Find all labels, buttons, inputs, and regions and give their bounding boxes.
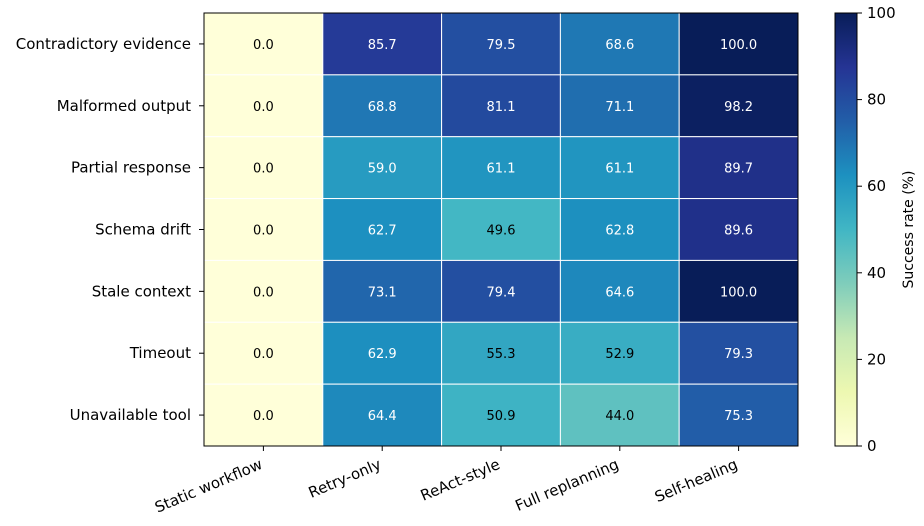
x-axis-ticks: Static workflow Retry-only ReAct-style Full… <box>152 446 740 517</box>
cell-value-label: 79.3 <box>724 347 753 362</box>
heatmap-cell <box>322 12 443 76</box>
cell-value-label: 68.8 <box>368 100 397 115</box>
heatmap-cell <box>203 259 324 323</box>
cell-value-label: 50.9 <box>487 409 516 424</box>
cell-value-label: 64.4 <box>368 409 397 424</box>
heatmap-cell <box>678 198 799 261</box>
cell-value-label: 68.6 <box>605 38 634 53</box>
cell-value-label: 52.9 <box>605 347 634 362</box>
heatmap-cell <box>678 12 799 76</box>
colorbar-tick-label: 100 <box>867 4 896 22</box>
colorbar-tick-label: 20 <box>867 350 886 368</box>
cell-value-label: 0.0 <box>253 285 274 300</box>
cell-value-label: 0.0 <box>253 347 274 362</box>
cell-value-label: 61.1 <box>605 162 634 177</box>
colorbar-tick-label: 40 <box>867 264 886 282</box>
heatmap-cell <box>441 74 561 138</box>
heatmap-cell <box>322 321 443 385</box>
colorbar-tick-label: 80 <box>867 91 886 109</box>
heatmap-cell <box>203 383 324 447</box>
colorbar-tick-label: 60 <box>867 177 886 195</box>
heatmap-cell <box>559 136 680 200</box>
cell-value-label: 79.4 <box>487 285 516 300</box>
cell-value-label: 62.7 <box>368 224 397 239</box>
heatmap-cell <box>322 136 443 200</box>
cell-value-label: 98.2 <box>724 100 753 115</box>
cell-value-label: 0.0 <box>253 100 274 115</box>
cell-value-label: 62.9 <box>368 347 397 362</box>
cell-value-label: 64.6 <box>605 285 634 300</box>
y-tick-label: Schema drift <box>95 221 191 239</box>
heatmap-cell <box>322 198 443 261</box>
heatmap-cells <box>203 12 799 447</box>
cell-value-label: 89.6 <box>724 224 753 239</box>
heatmap-cell <box>678 259 799 323</box>
cell-value-label: 89.7 <box>724 162 753 177</box>
cell-value-label: 61.1 <box>487 162 516 177</box>
x-tick-label: Static workflow <box>152 455 265 516</box>
cell-value-label: 44.0 <box>605 409 634 424</box>
heatmap-cell <box>559 198 680 261</box>
cell-value-label: 0.0 <box>253 162 274 177</box>
colorbar-tick-label: 0 <box>867 437 877 455</box>
cell-value-label: 0.0 <box>253 224 274 239</box>
heatmap-cell <box>322 259 443 323</box>
cell-value-label: 0.0 <box>253 38 274 53</box>
cell-value-label: 62.8 <box>605 224 634 239</box>
colorbar-gradient <box>834 12 858 447</box>
y-axis-ticks: Contradictory evidence Malformed output Pa… <box>16 35 204 424</box>
heatmap-cell <box>678 74 799 138</box>
heatmap-cell <box>441 198 561 261</box>
x-tick-label: Retry-only <box>306 455 384 502</box>
colorbar: 0 20 40 60 80 100 Success rate (%) <box>834 4 917 455</box>
colorbar-label: Success rate (%) <box>901 171 917 289</box>
cell-value-label: 59.0 <box>368 162 397 177</box>
cell-value-label: 49.6 <box>487 224 516 239</box>
heatmap-cell <box>203 74 324 138</box>
x-tick-label: Full replanning <box>513 455 622 515</box>
heatmap-cell <box>203 12 324 76</box>
cell-value-labels: 0.0 85.7 79.5 68.6 100.0 0.0 68.8 81.1 71.1 98.2 0… <box>253 38 757 424</box>
cell-value-label: 85.7 <box>368 38 397 53</box>
y-tick-label: Contradictory evidence <box>16 35 191 53</box>
cell-value-label: 55.3 <box>487 347 516 362</box>
cell-value-label: 81.1 <box>487 100 516 115</box>
cell-value-label: 71.1 <box>605 100 634 115</box>
y-tick-label: Partial response <box>71 159 191 177</box>
heatmap-cell <box>559 12 680 76</box>
heatmap-cell <box>678 383 799 447</box>
heatmap-cell <box>441 136 561 200</box>
colorbar-ticks: 0 20 40 60 80 100 <box>857 4 896 455</box>
cell-value-label: 75.3 <box>724 409 753 424</box>
heatmap-cell <box>441 321 561 385</box>
cell-value-label: 79.5 <box>487 38 516 53</box>
y-tick-label: Timeout <box>129 344 191 362</box>
cell-value-label: 73.1 <box>368 285 397 300</box>
heatmap-cell <box>559 321 680 385</box>
cell-value-label: 100.0 <box>720 38 757 53</box>
y-tick-label: Stale context <box>92 282 191 300</box>
y-tick-label: Unavailable tool <box>70 406 191 424</box>
y-tick-label: Malformed output <box>57 97 191 115</box>
x-tick-label: ReAct-style <box>418 455 503 505</box>
cell-value-label: 0.0 <box>253 409 274 424</box>
cell-value-label: 100.0 <box>720 285 757 300</box>
x-tick-label: Self-healing <box>652 455 740 506</box>
heatmap-cell <box>441 259 561 323</box>
